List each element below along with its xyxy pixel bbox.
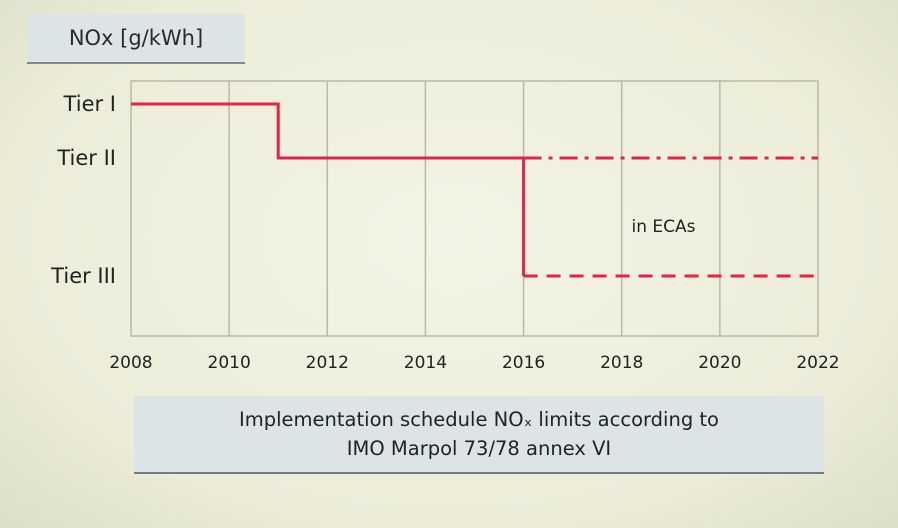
x-tick-label-2020: 2020	[698, 353, 741, 373]
y-label-tier-i: Tier I	[63, 92, 116, 116]
x-tick-label-2008: 2008	[109, 353, 152, 373]
annotation-in-ecas: in ECAs	[632, 217, 696, 237]
x-tick-label-2010: 2010	[208, 353, 251, 373]
y-label-tier-ii: Tier II	[56, 146, 116, 170]
x-tick-label-2016: 2016	[502, 353, 545, 373]
x-tick-label-2018: 2018	[600, 353, 643, 373]
caption-line-2: IMO Marpol 73/78 annex VI	[346, 437, 612, 460]
plot-frame	[130, 80, 819, 337]
chart-caption: Implementation schedule NOₓ limits accor…	[134, 396, 824, 474]
y-label-tier-iii: Tier III	[50, 264, 116, 288]
y-axis-unit-label: NOx [g/kWh]	[27, 14, 245, 64]
x-tick-label-2014: 2014	[404, 353, 447, 373]
caption-line-1: Implementation schedule NOₓ limits accor…	[239, 408, 719, 431]
unit-label-text: NOx [g/kWh]	[68, 26, 204, 50]
x-tick-label-2022: 2022	[796, 353, 839, 373]
series-line-1-solid	[131, 102, 524, 160]
x-tick-label-2012: 2012	[306, 353, 349, 373]
